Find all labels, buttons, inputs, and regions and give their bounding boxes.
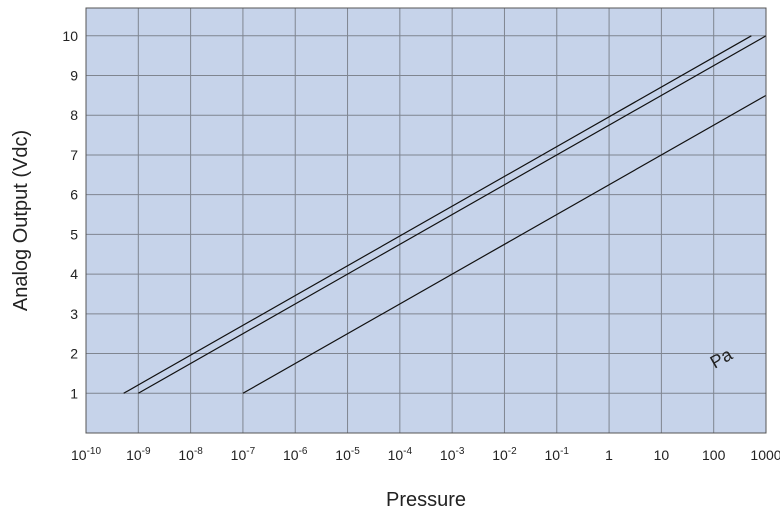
series-line-torr	[123, 35, 752, 394]
y-tick-label: 7	[70, 147, 78, 163]
x-tick-label: 10-1	[545, 446, 570, 463]
x-tick-label: 10	[654, 447, 670, 463]
x-axis-title: Pressure	[386, 489, 466, 511]
y-tick-label: 4	[70, 266, 78, 282]
y-tick-labels: 1 2 3 4 5 6 7 8 9 10	[62, 28, 78, 401]
series-line-mbar	[138, 35, 767, 394]
horizontal-gridlines	[86, 35, 766, 394]
series-lines	[123, 35, 767, 394]
y-tick-label: 1	[70, 385, 78, 401]
y-tick-label: 6	[70, 187, 78, 203]
x-tick-label: 10-10	[71, 446, 101, 463]
x-tick-labels: 10-10 10-9 10-8 10-7 10-6 10-5 10-4 10-3 10-2 10-…	[71, 446, 780, 463]
x-tick-label: 10-3	[440, 446, 465, 463]
y-tick-label: 10	[62, 28, 78, 44]
y-tick-label: 2	[70, 346, 78, 362]
x-tick-label: 10-2	[492, 446, 517, 463]
x-tick-label: 10-9	[126, 446, 151, 463]
x-tick-label: 10-4	[388, 446, 413, 463]
y-tick-label: 8	[70, 107, 78, 123]
y-tick-label: 3	[70, 306, 78, 322]
x-tick-label: 1000	[750, 447, 780, 463]
vertical-gridlines	[137, 8, 715, 433]
x-tick-label: 10-5	[335, 446, 360, 463]
y-axis-title: Analog Output (Vdc)	[10, 130, 32, 311]
x-tick-label: 10-7	[231, 446, 256, 463]
x-tick-label: 1	[605, 447, 613, 463]
x-tick-label: 10-8	[178, 446, 203, 463]
x-tick-label: 10-6	[283, 446, 308, 463]
y-tick-label: 5	[70, 226, 78, 242]
y-tick-label: 9	[70, 68, 78, 84]
series-line-pa	[242, 94, 767, 394]
x-tick-label: 100	[702, 447, 726, 463]
plot-frame	[85, 7, 767, 434]
